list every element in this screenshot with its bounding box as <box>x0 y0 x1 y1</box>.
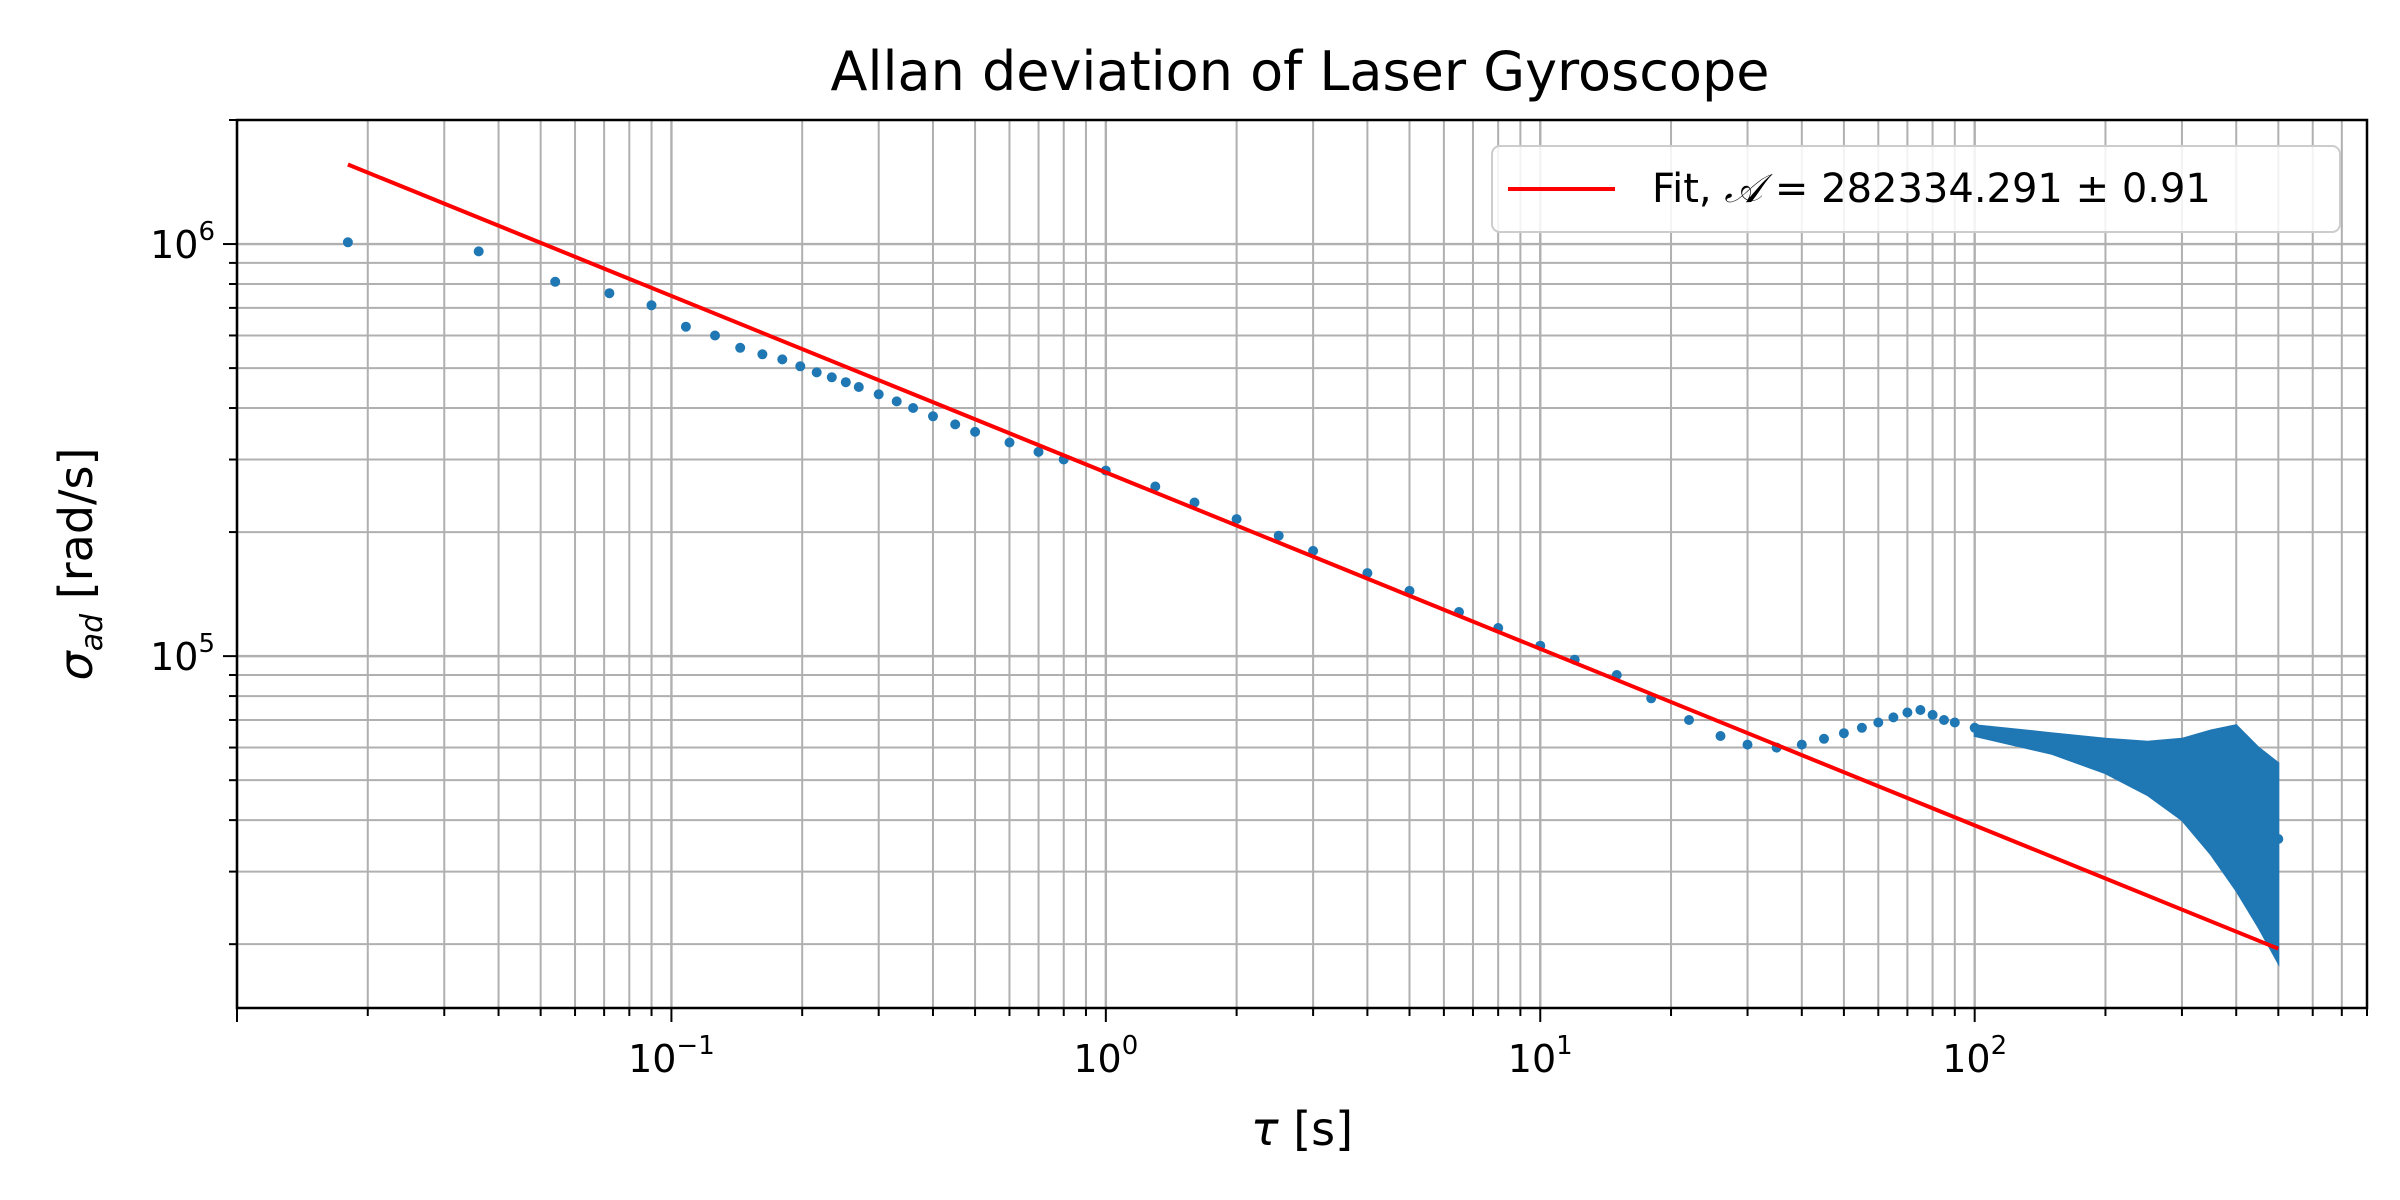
data-point <box>1819 733 1829 744</box>
data-point <box>970 426 981 437</box>
data-point <box>1231 514 1242 525</box>
data-point <box>1915 705 1926 715</box>
data-point <box>1004 437 1015 448</box>
y-tick-base: 10 <box>150 635 198 679</box>
data-point <box>1684 715 1694 725</box>
plot-frame <box>235 118 2369 1010</box>
data-point <box>646 300 657 311</box>
fit-line <box>347 162 2280 951</box>
x-tick-label: 100 <box>1073 1031 1138 1081</box>
data-point <box>1969 722 1980 733</box>
x-tick-base: 10 <box>628 1037 676 1081</box>
y-tick-base: 10 <box>150 223 198 267</box>
y-axis-unit: [rad/s] <box>49 448 103 614</box>
data-point <box>2033 736 2044 747</box>
fit-line-series <box>347 162 2280 951</box>
data-point <box>757 349 768 360</box>
data-point <box>1888 712 1899 723</box>
x-tick-label: 10−1 <box>628 1031 715 1081</box>
data-point <box>853 382 864 392</box>
data-point <box>1033 446 1044 457</box>
x-tick-label: 102 <box>1942 1031 2007 1081</box>
x-tick-base: 10 <box>1073 1037 1121 1081</box>
data-point <box>928 411 938 422</box>
data-point <box>891 396 902 407</box>
legend-label-prefix: Fit, <box>1652 166 1724 212</box>
data-point <box>811 367 822 378</box>
data-point <box>777 354 788 365</box>
data-point <box>1873 717 1884 728</box>
data-point <box>1715 731 1726 741</box>
chart-title: Allan deviation of Laser Gyroscope <box>831 40 1770 103</box>
data-point <box>2240 798 2251 809</box>
data-point <box>1273 530 1284 541</box>
data-point <box>950 419 961 430</box>
data-point <box>1927 709 1938 720</box>
data-point <box>2058 742 2069 753</box>
data-point <box>342 237 353 248</box>
data-point <box>795 361 806 372</box>
legend-box <box>1491 145 2341 233</box>
data-point <box>1189 497 1200 508</box>
data-point <box>2273 834 2284 844</box>
data-point <box>1856 722 1867 733</box>
data-point <box>840 377 851 388</box>
scatter-series <box>342 237 2284 844</box>
y-tick-label: 106 <box>150 217 215 267</box>
data-point <box>1742 739 1753 750</box>
x-tick-exponent: 1 <box>1556 1031 1573 1061</box>
data-point <box>1949 717 1960 728</box>
data-point <box>2100 751 2111 762</box>
data-point <box>1987 728 1998 739</box>
data-point <box>2080 745 2091 756</box>
data-point <box>2126 758 2137 769</box>
data-point <box>604 288 615 299</box>
data-point <box>710 330 720 341</box>
data-point <box>1939 715 1949 725</box>
y-axis-subscript: ad <box>75 613 110 651</box>
x-axis-label: τ [s] <box>1251 1102 1353 1156</box>
data-point <box>2257 815 2268 826</box>
legend-fit-label: Fit, 𝒜 = 282334.291 ± 0.91 <box>1652 166 2211 212</box>
legend: Fit, 𝒜 = 282334.291 ± 0.91 <box>1491 145 2341 233</box>
x-tick-exponent: 0 <box>1122 1031 1139 1061</box>
x-tick-exponent: 2 <box>1991 1031 2008 1061</box>
data-point <box>473 246 484 257</box>
y-tick-label: 105 <box>150 629 215 679</box>
y-tick-exponent: 6 <box>198 217 215 247</box>
data-point <box>1150 481 1161 492</box>
legend-label-value: = 282334.291 ± 0.91 <box>1762 166 2211 212</box>
data-point <box>1838 728 1849 739</box>
data-point <box>1902 707 1913 718</box>
data-point <box>735 342 746 353</box>
x-axis-symbol: τ <box>1251 1102 1279 1156</box>
data-point <box>1796 739 1807 750</box>
data-point <box>2150 764 2160 775</box>
y-tick-exponent: 5 <box>198 629 215 659</box>
data-point <box>873 389 884 400</box>
x-tick-exponent: −1 <box>676 1031 714 1061</box>
x-axis-ticks: 10−1 100 101 102 <box>236 1008 2368 1081</box>
data-point <box>2177 771 2187 782</box>
x-tick-base: 10 <box>1942 1037 1990 1081</box>
data-point <box>1308 545 1319 556</box>
data-point <box>550 276 561 287</box>
grid <box>235 119 2368 1008</box>
x-axis-unit: [s] <box>1279 1102 1353 1156</box>
x-tick-base: 10 <box>1508 1037 1556 1081</box>
data-point <box>2221 790 2232 801</box>
data-point <box>2200 782 2211 793</box>
y-axis-label: σad [rad/s] <box>49 448 110 681</box>
data-point <box>2004 731 2015 741</box>
x-tick-label: 101 <box>1508 1031 1573 1081</box>
y-axis-symbol: σ <box>49 649 103 680</box>
data-point <box>680 321 691 332</box>
data-point <box>826 372 837 383</box>
data-point <box>908 403 919 413</box>
